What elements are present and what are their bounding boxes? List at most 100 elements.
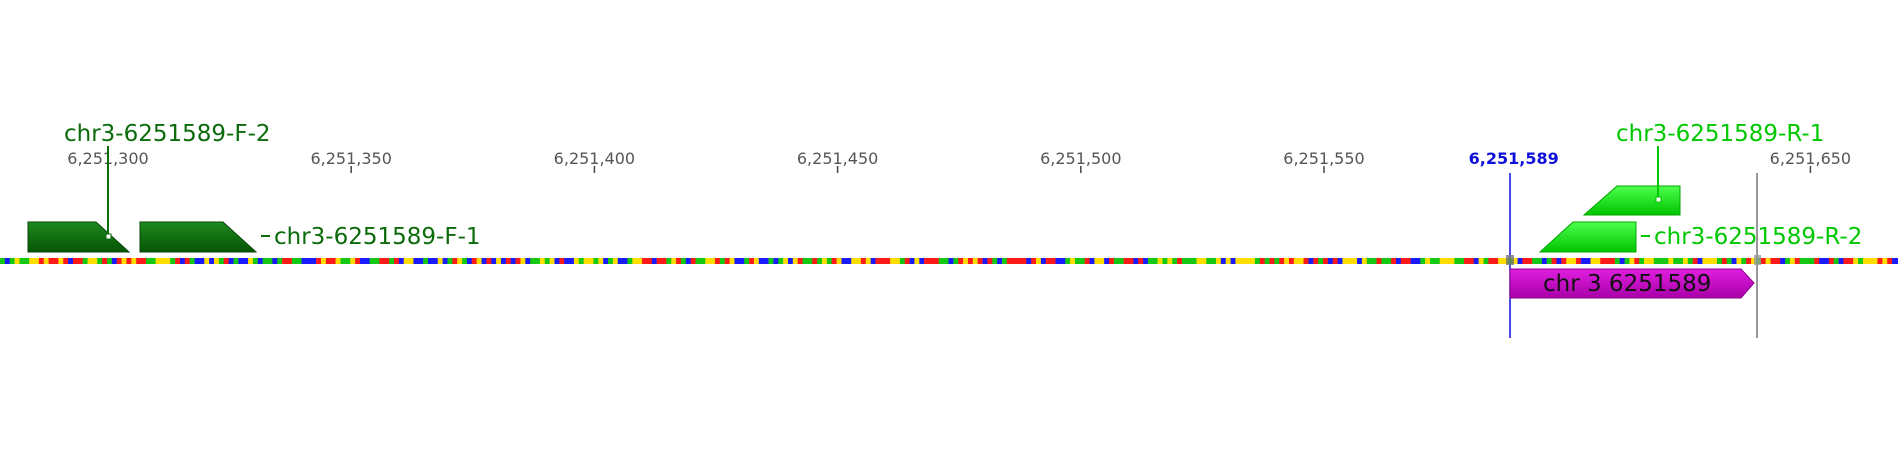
- sequence-base: [418, 258, 424, 264]
- sequence-base: [1673, 258, 1679, 264]
- primer-r1[interactable]: chr3-6251589-R-1: [1582, 121, 1824, 216]
- sequence-base: [1449, 258, 1455, 264]
- sequence-base: [1843, 258, 1849, 264]
- sequence-base: [1298, 258, 1304, 264]
- primer-f1-arrow[interactable]: [139, 221, 258, 253]
- primer-f1[interactable]: chr3-6251589-F-1: [139, 221, 481, 253]
- sequence-base: [345, 258, 351, 264]
- sequence-base: [150, 258, 156, 264]
- sequence-bar[interactable]: [0, 258, 1898, 264]
- sequence-base: [578, 258, 584, 264]
- sequence-base: [1250, 258, 1256, 264]
- sequence-base: [1872, 258, 1878, 264]
- sequence-base: [685, 258, 691, 264]
- sequence-base: [1152, 258, 1158, 264]
- sequence-base: [496, 258, 502, 264]
- sequence-base: [1609, 258, 1616, 264]
- sequence-base: [1580, 258, 1586, 264]
- primer-r2[interactable]: chr3-6251589-R-2: [1538, 221, 1862, 253]
- sequence-base: [1381, 258, 1387, 264]
- sequence-base: [1658, 258, 1664, 264]
- primer-f2-arrow[interactable]: [27, 221, 131, 253]
- sequence-base: [481, 258, 487, 264]
- sequence-base: [1551, 258, 1557, 264]
- sequence-base: [651, 258, 657, 264]
- sequence-base: [1157, 258, 1163, 264]
- sequence-base: [680, 258, 687, 264]
- sequence-base: [1386, 258, 1392, 264]
- sequence-base: [316, 258, 322, 264]
- sequence-base: [0, 258, 6, 264]
- primer-r1-label[interactable]: chr3-6251589-R-1: [1616, 121, 1824, 147]
- sequence-base: [491, 258, 497, 264]
- sequence-base: [1415, 258, 1421, 264]
- sequence-base: [408, 258, 414, 264]
- sequence-base: [583, 258, 589, 264]
- sequence-base: [817, 258, 823, 264]
- sequence-base: [671, 258, 677, 264]
- sequence-base: [851, 258, 857, 264]
- primer-r2-label[interactable]: chr3-6251589-R-2: [1654, 224, 1862, 250]
- sequence-base: [1211, 258, 1217, 264]
- sequence-base: [209, 258, 215, 264]
- sequence-base: [325, 258, 332, 264]
- ruler: 6,251,300 6,251,350 6,251,400 6,251,450 6,25…: [67, 149, 1851, 173]
- sequence-base: [1342, 258, 1348, 264]
- sequence-base: [442, 258, 448, 264]
- sequence-base: [1882, 258, 1888, 264]
- sequence-base: [359, 258, 366, 264]
- sequence-base: [642, 258, 648, 264]
- sequence-base: [1405, 258, 1411, 264]
- feature-arrow[interactable]: [1509, 268, 1755, 299]
- sequence-base: [1848, 258, 1854, 264]
- sequence-base: [1741, 258, 1747, 264]
- sequence-base: [428, 258, 434, 264]
- feature-label[interactable]: chr 3 6251589: [1543, 271, 1711, 297]
- sequence-base: [773, 258, 779, 264]
- sequence-base: [1376, 258, 1382, 264]
- sequence-base: [189, 258, 195, 264]
- sequence-base: [379, 258, 385, 264]
- sequence-base: [1546, 258, 1552, 264]
- sequence-base: [1512, 258, 1518, 264]
- sequence-base: [1731, 258, 1737, 264]
- sequence-base: [1668, 258, 1674, 264]
- sequence-base: [136, 258, 142, 264]
- sequence-base: [1765, 258, 1771, 264]
- sequence-base: [505, 258, 512, 264]
- sequence-base: [1055, 258, 1061, 264]
- sequence-base: [131, 258, 137, 264]
- primer-f2-label[interactable]: chr3-6251589-F-2: [64, 121, 271, 147]
- sequence-base: [257, 258, 263, 264]
- sequence-base: [1269, 258, 1275, 264]
- sequence-base: [603, 258, 609, 264]
- sequence-base: [471, 258, 477, 264]
- primer-f2[interactable]: chr3-6251589-F-2: [27, 121, 271, 253]
- sequence-base: [1079, 258, 1085, 264]
- sequence-base: [705, 258, 711, 264]
- sequence-base: [729, 258, 735, 264]
- primer-f1-label[interactable]: chr3-6251589-F-1: [274, 224, 481, 250]
- primer-r2-arrow[interactable]: [1538, 221, 1637, 253]
- feature-chr3[interactable]: chr 3 6251589: [1509, 268, 1755, 299]
- sequence-base: [948, 258, 954, 264]
- sequence-base: [865, 258, 871, 264]
- selection-start-handle[interactable]: [1506, 255, 1514, 265]
- sequence-base: [1707, 258, 1713, 264]
- sequence-base: [170, 258, 176, 264]
- sequence-base: [549, 258, 555, 264]
- sequence-base: [967, 258, 974, 264]
- sequence-base: [758, 258, 764, 264]
- sequence-base: [486, 258, 492, 264]
- sequence-base: [1434, 258, 1441, 264]
- sequence-base: [1303, 258, 1309, 264]
- selection-end-handle[interactable]: [1754, 255, 1761, 265]
- primer-r1-arrow[interactable]: [1582, 185, 1681, 216]
- sequence-base: [1566, 258, 1572, 264]
- sequence-base: [1162, 258, 1168, 264]
- sequence-base: [1420, 258, 1426, 264]
- ruler-tick-label: 6,251,650: [1770, 149, 1851, 168]
- sequence-base: [1639, 258, 1645, 264]
- sequence-base: [1862, 258, 1869, 264]
